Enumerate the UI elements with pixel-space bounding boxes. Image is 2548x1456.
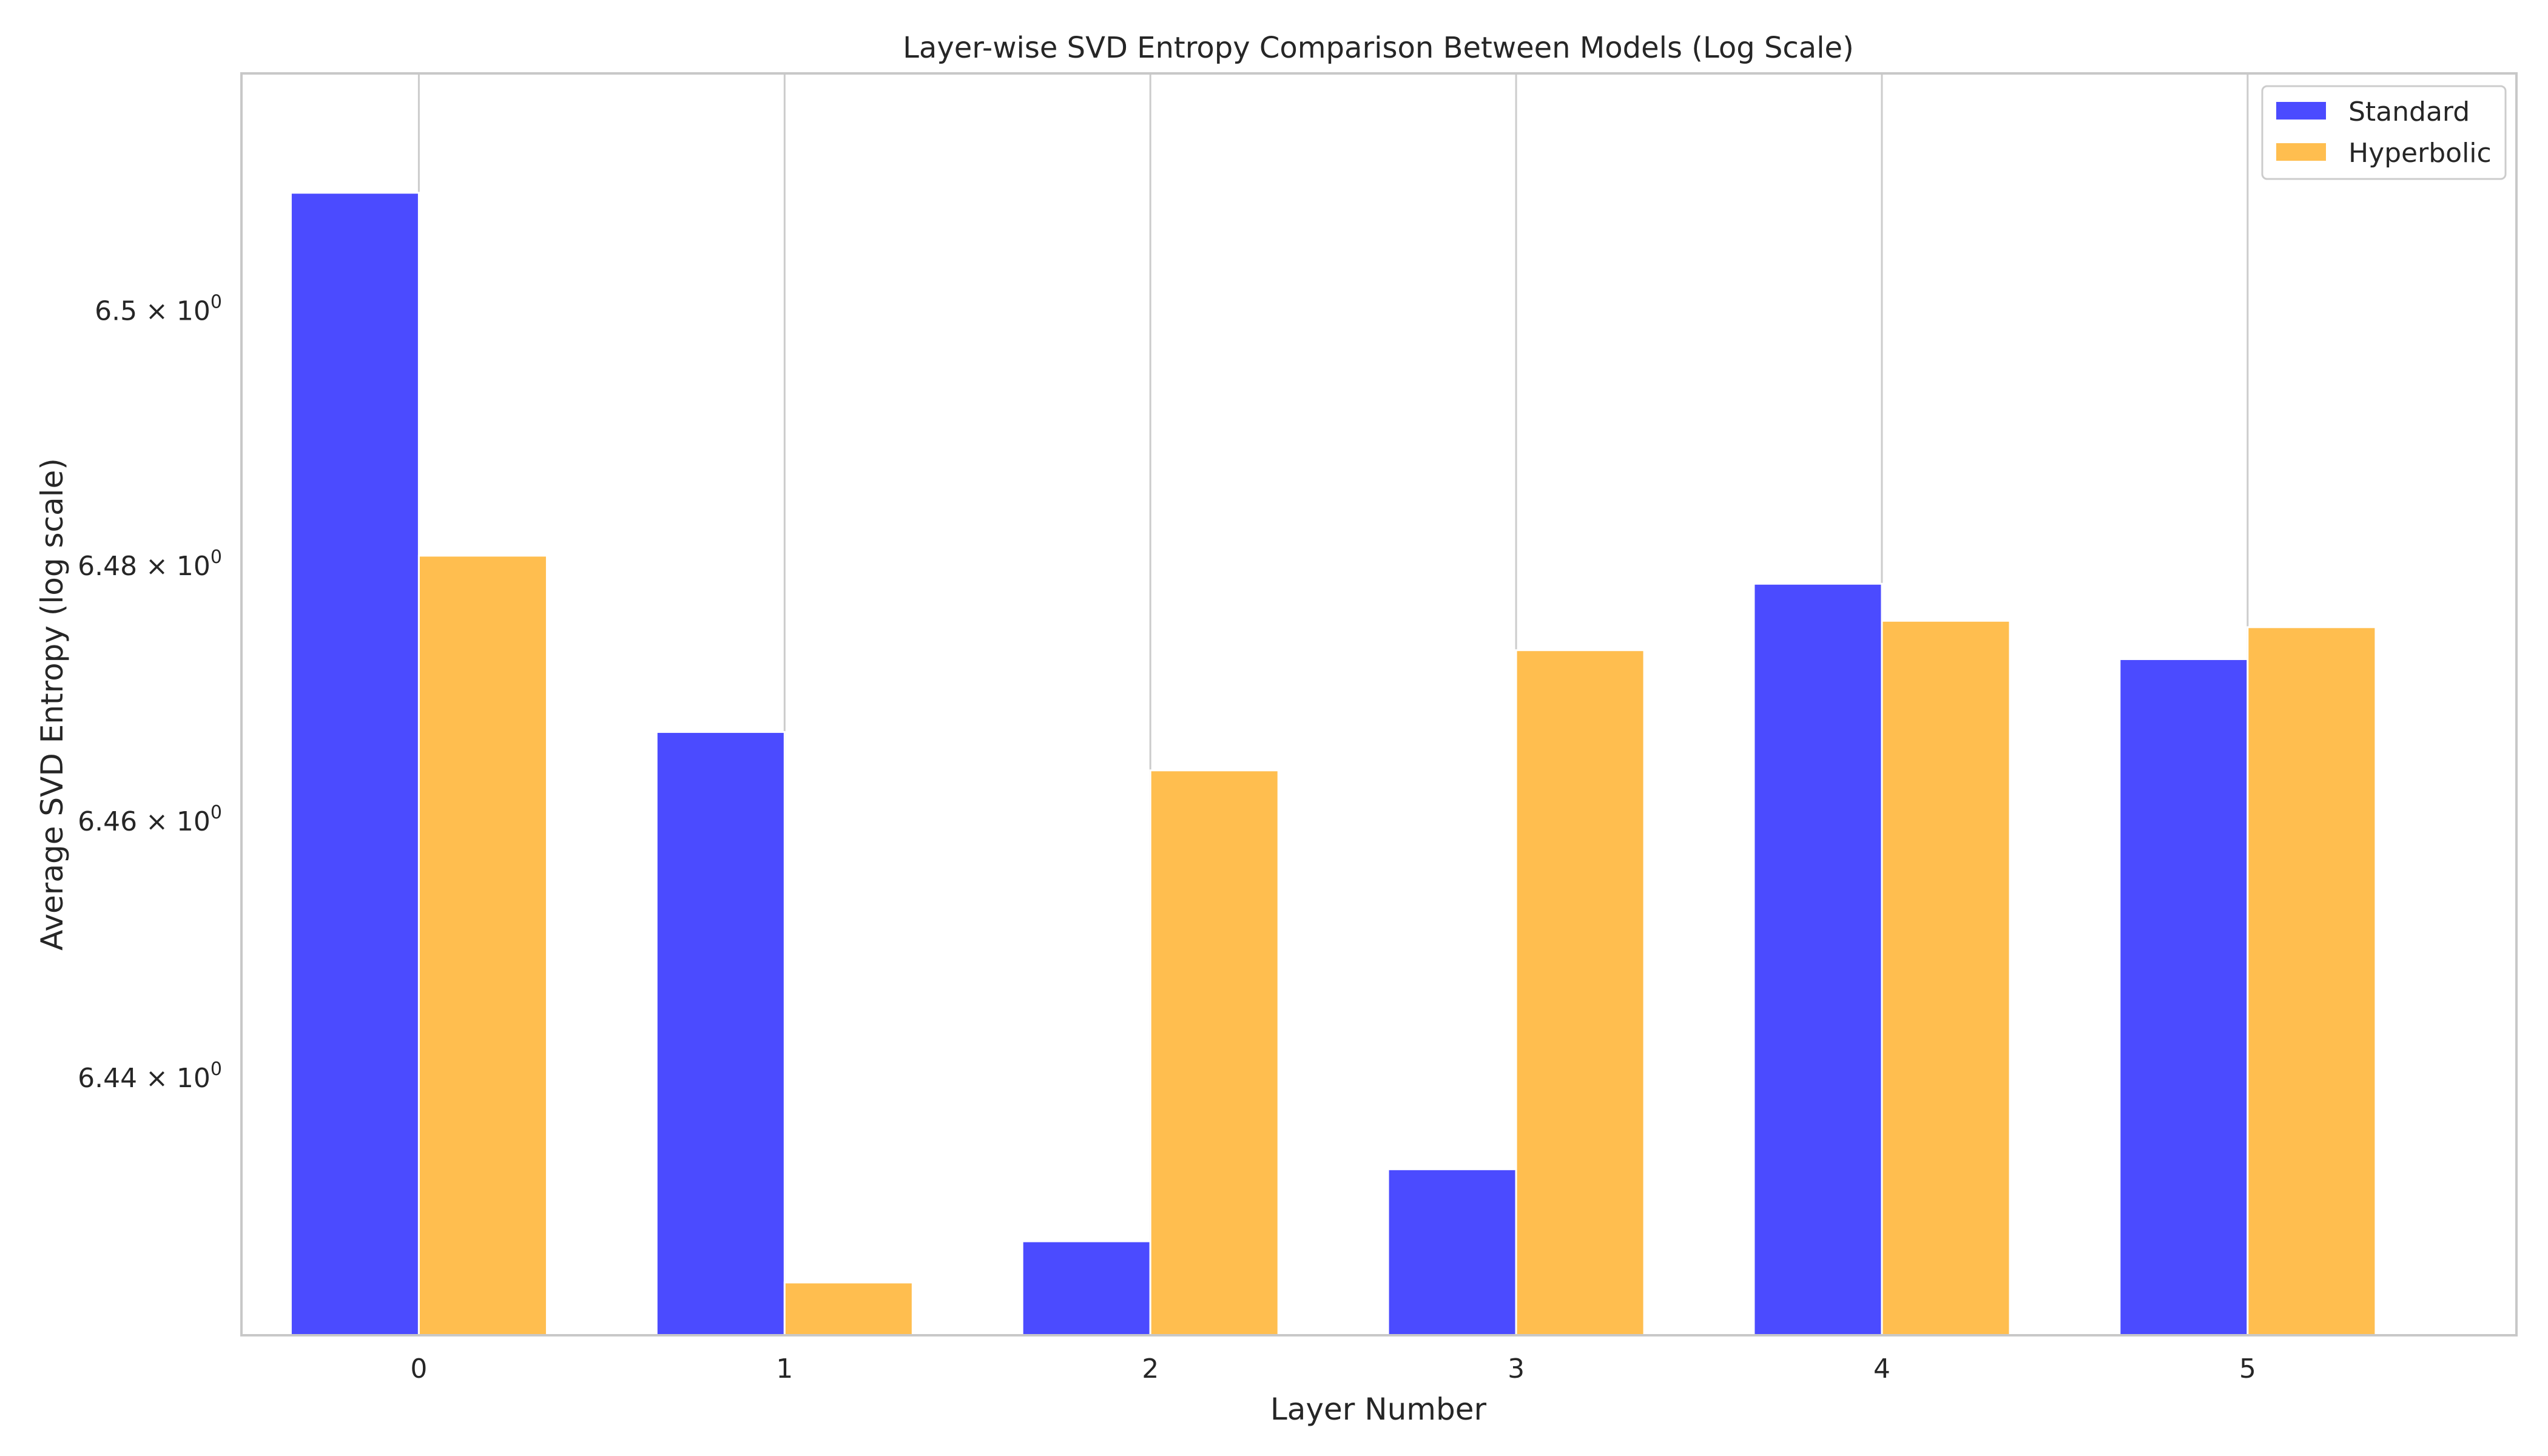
bar-standard-layer-4 (1753, 582, 1883, 1336)
bar-hyperbolic-layer-1 (783, 1281, 914, 1336)
x-tick-label: 4 (1873, 1353, 1890, 1384)
x-tick-label: 0 (410, 1353, 427, 1384)
legend-swatch-hyperbolic (2276, 143, 2326, 161)
x-tick-label: 5 (2239, 1353, 2256, 1384)
bar-hyperbolic-layer-4 (1881, 619, 2011, 1336)
bar-standard-layer-3 (1387, 1168, 1517, 1336)
y-tick-label: 6.5 × 100 (95, 292, 222, 327)
x-tick-label: 2 (1142, 1353, 1159, 1384)
y-axis-ticks: 6.44 × 100 6.46 × 100 6.48 × 100 6.5 × 100 (78, 292, 222, 1094)
x-axis-ticks: 0 1 2 3 4 5 (410, 1353, 2256, 1384)
bars (289, 192, 2377, 1336)
x-tick-label: 3 (1508, 1353, 1525, 1384)
bar-standard-layer-5 (2118, 658, 2249, 1336)
x-axis-label: Layer Number (1270, 1392, 1487, 1427)
y-axis-label: Average SVD Entropy (log scale) (35, 458, 70, 951)
bar-hyperbolic-layer-5 (2246, 626, 2377, 1336)
bar-standard-layer-2 (1021, 1240, 1151, 1336)
x-tick-label: 1 (776, 1353, 793, 1384)
bar-hyperbolic-layer-2 (1149, 769, 1279, 1336)
legend-label-hyperbolic: Hyperbolic (2348, 138, 2492, 169)
bar-hyperbolic-layer-0 (417, 554, 548, 1336)
bar-standard-layer-1 (655, 731, 786, 1336)
legend-label-standard: Standard (2348, 96, 2470, 127)
bar-standard-layer-0 (289, 192, 420, 1336)
y-tick-label: 6.46 × 100 (78, 802, 222, 837)
chart-title: Layer-wise SVD Entropy Comparison Betwee… (903, 31, 1854, 65)
y-tick-label: 6.48 × 100 (78, 547, 222, 582)
bar-hyperbolic-layer-3 (1515, 649, 1645, 1336)
legend: Standard Hyperbolic (2261, 85, 2507, 180)
legend-swatch-standard (2276, 102, 2326, 120)
y-tick-label: 6.44 × 100 (78, 1059, 222, 1094)
plot-frame (240, 72, 2518, 1336)
